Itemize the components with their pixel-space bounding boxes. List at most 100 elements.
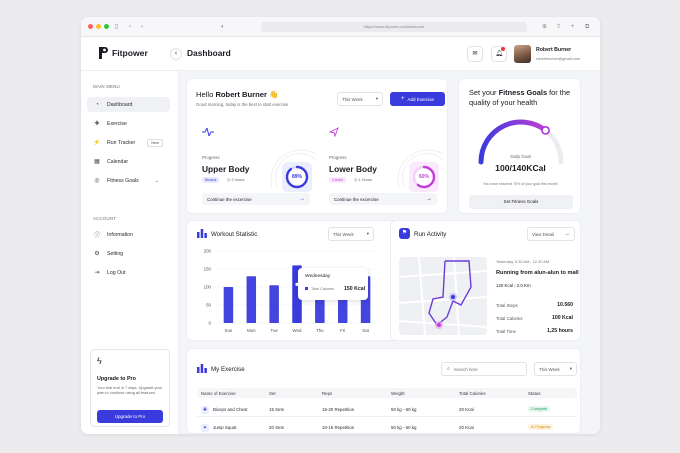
back-arrow-icon[interactable]: ‹ xyxy=(129,24,131,30)
sidebar-item-setting[interactable]: ⚙ Setting xyxy=(94,250,124,258)
cell-reps: 15-20 Repetition xyxy=(322,407,355,412)
tooltip-swatch xyxy=(305,287,308,290)
user-email: robertburner@gmail.com xyxy=(536,56,581,61)
squat-icon: ✦ xyxy=(201,424,209,432)
cell-set: 20 Sets xyxy=(269,425,284,430)
sidebar-item-information[interactable]: ⓘ Information xyxy=(93,231,133,240)
sidebar-item-calendar[interactable]: ▦ Calendar xyxy=(94,158,129,166)
exercise-period-select[interactable]: This Week ▾ xyxy=(534,362,577,376)
upgrade-title: Upgrade to Pro xyxy=(97,376,136,382)
download-icon[interactable]: ⊕ xyxy=(542,24,548,30)
dumbbell-icon: ✚ xyxy=(201,406,209,414)
stat-value: 100 Kcal xyxy=(551,315,573,321)
status-badge: Complete xyxy=(528,406,551,412)
goal-title: Set your Fitness Goals for the quality o… xyxy=(469,88,571,107)
clock-icon: ◷ xyxy=(354,177,358,182)
view-detail-button[interactable]: View Detail → xyxy=(527,227,575,241)
cell-weight: 50 kg - 60 kg xyxy=(391,407,417,412)
bar-chart-icon xyxy=(197,229,207,238)
page-title: Dashboard xyxy=(187,48,231,58)
column-header[interactable]: Reps xyxy=(322,390,333,396)
cell-calories: 20 Kcal xyxy=(459,425,474,430)
cell-calories: 20 Kcal xyxy=(459,407,474,412)
x-tick-label: Tue xyxy=(270,328,278,333)
share-icon[interactable]: ⇧ xyxy=(556,24,562,30)
forward-arrow-icon[interactable]: › xyxy=(141,24,143,30)
stat-label: Total Calories xyxy=(496,316,523,321)
column-header[interactable]: Weight xyxy=(391,390,405,396)
brand-logo-icon xyxy=(97,46,108,60)
set-fitness-goals-button[interactable]: Set Fitness Goals xyxy=(469,195,573,209)
x-tick-label: Sun xyxy=(225,328,233,333)
chart-tooltip: Wednesday Total Calories 150 Kcal xyxy=(298,268,368,300)
hello-period-select[interactable]: This Week ▾ xyxy=(337,92,383,106)
maximize-window-dot[interactable] xyxy=(104,24,109,29)
x-tick-label: Fri xyxy=(340,328,345,333)
stat-value: 10.560 xyxy=(557,302,573,308)
run-title: Run Activity xyxy=(414,231,447,238)
continue-exercise-link[interactable]: Continue the excercise → xyxy=(329,193,437,205)
upgrade-button[interactable]: Upgrade to Pro xyxy=(97,410,163,423)
account-label: ACCOUNT xyxy=(93,216,117,221)
greeting-subtitle: Good morning, today is the best to start… xyxy=(196,102,289,107)
column-header[interactable]: Total Calories xyxy=(459,390,486,396)
close-window-dot[interactable] xyxy=(88,24,93,29)
user-name: Robert Burner xyxy=(536,47,572,53)
plus-icon: + xyxy=(400,96,405,102)
exercise-title: My Exercise xyxy=(211,366,245,373)
sidebar-toggle-icon[interactable]: ▯ xyxy=(115,24,119,30)
sidebar-item-dashboard[interactable]: ◔ Dashboard xyxy=(87,97,170,112)
chevron-down-icon: ▾ xyxy=(375,96,378,101)
bar-chart-icon xyxy=(197,364,207,373)
address-bar[interactable]: https://www.fitpower.co/dashboard xyxy=(261,22,527,32)
cell-set: 15 Sets xyxy=(269,407,284,412)
inbox-icon[interactable]: ✉ xyxy=(467,46,483,62)
new-tab-icon[interactable]: + xyxy=(571,24,575,30)
minimize-window-dot[interactable] xyxy=(96,24,101,29)
avatar[interactable] xyxy=(514,45,531,63)
tabs-overview-icon[interactable]: ⧉ xyxy=(585,24,590,30)
calendar-icon: ▦ xyxy=(94,159,100,165)
greeting: Hello Robert Burner 👋 xyxy=(196,90,279,99)
top-bar: Fitpower ‹ Dashboard ✉ 🔔︎ Robert Burner … xyxy=(81,37,600,71)
progress-card-upper-body: Progress Upper Body Biceps ◷ 2 hours 89%… xyxy=(196,124,316,206)
sidebar-item-fitness-goals[interactable]: ◎ Fitness Goals ⌄ xyxy=(94,177,159,185)
goal-value: 100/140KCal xyxy=(495,163,546,173)
table-row[interactable]: ✦ Jump Squat 20 Sets 10-15 Repetition 50… xyxy=(197,421,577,434)
progress-title: Lower Body xyxy=(329,164,377,174)
chevron-down-icon: ⌄ xyxy=(154,177,159,184)
sidebar-item-log-out[interactable]: ⇥ Log Out xyxy=(94,269,126,277)
add-exercise-button[interactable]: + Add Exercise xyxy=(390,92,445,106)
notification-bell-icon[interactable]: 🔔︎ xyxy=(491,46,507,62)
column-header[interactable]: Status xyxy=(528,390,541,396)
new-badge: New xyxy=(147,138,163,147)
browser-window: ▯ ‹ › ◐ https://www.fitpower.co/dashboar… xyxy=(81,17,600,434)
browser-chrome: ▯ ‹ › ◐ https://www.fitpower.co/dashboar… xyxy=(81,17,600,37)
goal-daily-label: Daily Goal xyxy=(510,154,531,159)
search-input[interactable] xyxy=(453,366,520,372)
collapse-sidebar-button[interactable]: ‹ xyxy=(170,48,182,60)
table-row[interactable]: ✚ Biceps and Chest 15 Sets 15-20 Repetit… xyxy=(197,403,577,417)
progress-ring xyxy=(412,165,436,189)
column-header[interactable]: Set xyxy=(269,390,276,396)
progress-tag: Cardio xyxy=(329,177,347,183)
goal-title-highlight: Fitness Goals xyxy=(498,88,548,97)
chevron-down-icon: ▾ xyxy=(366,231,369,236)
x-tick-label: Thu xyxy=(316,328,324,333)
run-map[interactable] xyxy=(399,257,487,335)
sidebar-item-run-tracker[interactable]: ⚡ Run Tracker New xyxy=(87,135,170,150)
progress-card-lower-body: Progress Lower Body Cardio ◷ 1 Hours 60%… xyxy=(323,124,443,206)
cell-name: Biceps and Chest xyxy=(213,407,248,412)
y-tick-label: 50 xyxy=(206,303,211,308)
sidebar: MAIN MENU ◔ Dashboard ✚ Exercise ⚡ Run Trac… xyxy=(81,71,179,434)
grid-icon: ◔ xyxy=(95,101,99,108)
continue-exercise-link[interactable]: Continue the excercise → xyxy=(202,193,310,205)
workout-period-select[interactable]: This Week ▾ xyxy=(328,227,374,241)
tooltip-value: 150 Kcal xyxy=(344,286,366,292)
x-tick-label: Sat xyxy=(362,328,369,333)
notification-badge xyxy=(501,47,505,51)
wave-emoji: 👋 xyxy=(269,90,279,99)
goal-gauge xyxy=(478,119,564,165)
sidebar-item-exercise[interactable]: ✚ Exercise xyxy=(94,120,127,128)
column-header[interactable]: Name of Exercise xyxy=(201,390,236,396)
